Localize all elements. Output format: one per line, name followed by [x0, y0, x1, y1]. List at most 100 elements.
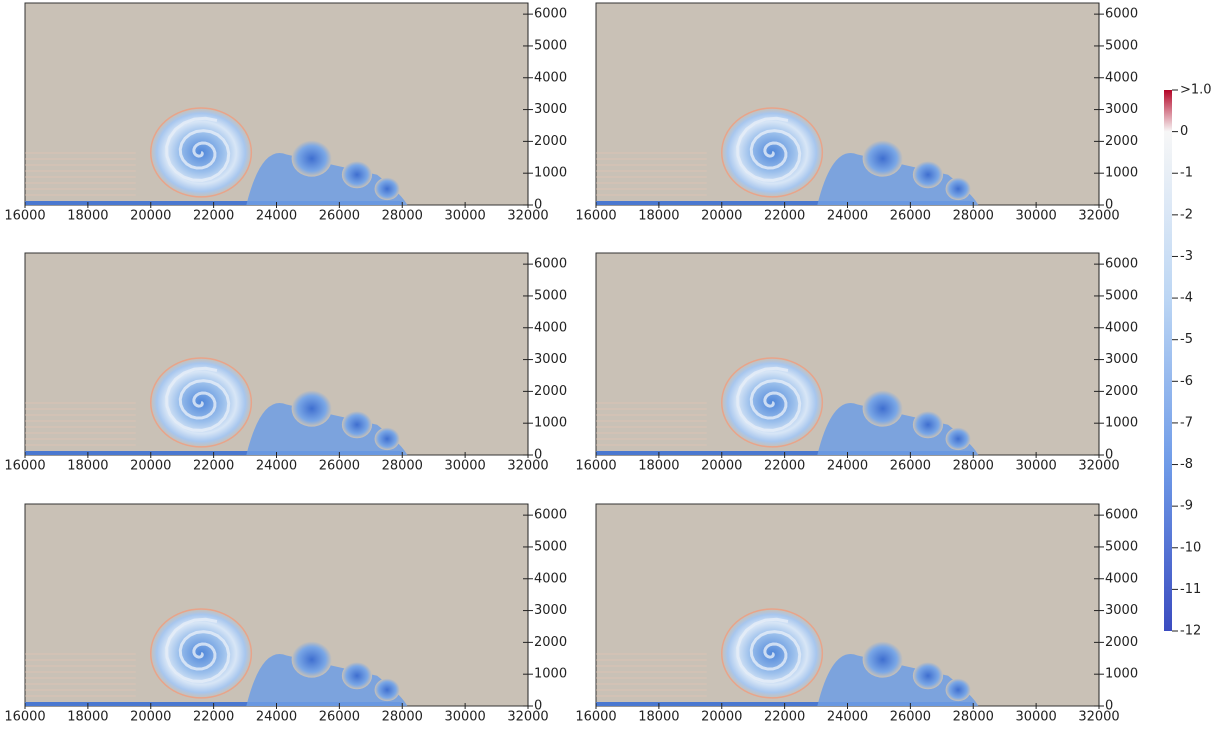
x-tick-label: 28000 — [953, 710, 994, 725]
y-tick-label: 1000 — [534, 166, 567, 181]
x-tick-label: 26000 — [890, 459, 931, 474]
x-tick-label: 30000 — [1015, 209, 1056, 224]
y-tick-label: 3000 — [534, 352, 567, 367]
eddy — [912, 662, 944, 690]
colorbar-tick-label: -3 — [1180, 249, 1193, 264]
spiral — [165, 366, 231, 432]
eddy — [341, 411, 373, 439]
x-tick-label: 24000 — [827, 209, 868, 224]
x-tick-label: 26000 — [319, 459, 360, 474]
y-tick-label: 5000 — [534, 539, 567, 554]
colorbar-tick-label: -8 — [1180, 457, 1193, 472]
x-tick-label: 22000 — [764, 209, 805, 224]
x-tick-label: 20000 — [701, 710, 742, 725]
x-tick-label: 16000 — [575, 710, 616, 725]
colorbar-tick-label: -10 — [1180, 540, 1201, 555]
y-tick-label: 4000 — [1105, 70, 1138, 85]
x-tick-label: 16000 — [4, 209, 45, 224]
y-tick-label: 2000 — [534, 134, 567, 149]
colorbar-tick-label: -2 — [1180, 207, 1193, 222]
x-tick-label: 32000 — [507, 209, 548, 224]
y-tick-label: 0 — [534, 198, 542, 213]
colorbar-tick-label: -5 — [1180, 332, 1193, 347]
y-tick-label: 0 — [534, 448, 542, 463]
y-tick-label: 2000 — [1105, 134, 1138, 149]
x-tick-label: 18000 — [638, 459, 679, 474]
x-tick-label: 20000 — [130, 459, 171, 474]
x-tick-label: 18000 — [638, 710, 679, 725]
spiral — [165, 116, 231, 182]
y-tick-label: 1000 — [534, 416, 567, 431]
x-tick-label: 32000 — [1078, 710, 1119, 725]
x-tick-label: 20000 — [130, 209, 171, 224]
eddy — [374, 177, 400, 201]
y-tick-label: 1000 — [1105, 667, 1138, 682]
x-tick-label: 18000 — [67, 459, 108, 474]
y-tick-label: 1000 — [1105, 416, 1138, 431]
y-tick-label: 1000 — [1105, 166, 1138, 181]
current-body — [246, 654, 408, 706]
y-tick-label: 2000 — [534, 384, 567, 399]
x-tick-label: 26000 — [319, 710, 360, 725]
x-tick-label: 18000 — [67, 710, 108, 725]
y-tick-label: 4000 — [534, 571, 567, 586]
colorbar-tick-label: 0 — [1180, 124, 1188, 139]
current-body — [246, 403, 408, 455]
eddy — [291, 641, 332, 678]
x-tick-label: 24000 — [256, 209, 297, 224]
x-tick-label: 30000 — [1015, 710, 1056, 725]
x-tick-label: 30000 — [444, 710, 485, 725]
y-tick-label: 4000 — [534, 70, 567, 85]
colorbar-tick-label: -6 — [1180, 374, 1193, 389]
x-tick-label: 26000 — [890, 209, 931, 224]
y-tick-label: 5000 — [1105, 539, 1138, 554]
spiral — [736, 617, 802, 683]
eddy — [341, 662, 373, 690]
x-tick-label: 20000 — [130, 710, 171, 725]
y-tick-label: 3000 — [1105, 603, 1138, 618]
x-tick-label: 28000 — [382, 209, 423, 224]
y-tick-label: 3000 — [1105, 352, 1138, 367]
x-tick-label: 30000 — [444, 459, 485, 474]
y-tick-label: 0 — [1105, 198, 1113, 213]
y-tick-label: 4000 — [534, 320, 567, 335]
x-tick-label: 20000 — [701, 459, 742, 474]
x-tick-label: 16000 — [4, 459, 45, 474]
eddy — [945, 177, 971, 201]
y-tick-label: 2000 — [534, 635, 567, 650]
eddy — [862, 641, 903, 678]
x-tick-label: 28000 — [382, 459, 423, 474]
current-body — [246, 153, 408, 205]
x-tick-label: 24000 — [256, 459, 297, 474]
colorbar-tick-label: -11 — [1180, 582, 1201, 597]
x-tick-label: 32000 — [507, 710, 548, 725]
current-body — [817, 403, 979, 455]
y-tick-label: 6000 — [534, 7, 567, 22]
colorbar-tick-label: -12 — [1180, 624, 1201, 639]
eddy — [862, 390, 903, 427]
x-tick-label: 24000 — [827, 459, 868, 474]
y-tick-label: 4000 — [1105, 571, 1138, 586]
y-tick-label: 0 — [1105, 448, 1113, 463]
colorbar-tick-label: -7 — [1180, 415, 1193, 430]
y-tick-label: 6000 — [1105, 257, 1138, 272]
x-tick-label: 20000 — [701, 209, 742, 224]
eddy — [291, 390, 332, 427]
eddy — [912, 161, 944, 189]
y-tick-label: 6000 — [1105, 508, 1138, 523]
eddy — [862, 140, 903, 177]
eddy — [374, 678, 400, 702]
current-body — [817, 654, 979, 706]
x-tick-label: 18000 — [67, 209, 108, 224]
x-tick-label: 16000 — [575, 209, 616, 224]
x-tick-label: 22000 — [193, 710, 234, 725]
colorbar-tick-label: -4 — [1180, 291, 1193, 306]
eddy — [291, 140, 332, 177]
x-tick-label: 28000 — [953, 209, 994, 224]
eddy — [912, 411, 944, 439]
y-tick-label: 6000 — [1105, 7, 1138, 22]
x-tick-label: 22000 — [764, 710, 805, 725]
eddy — [945, 427, 971, 451]
eddy — [341, 161, 373, 189]
